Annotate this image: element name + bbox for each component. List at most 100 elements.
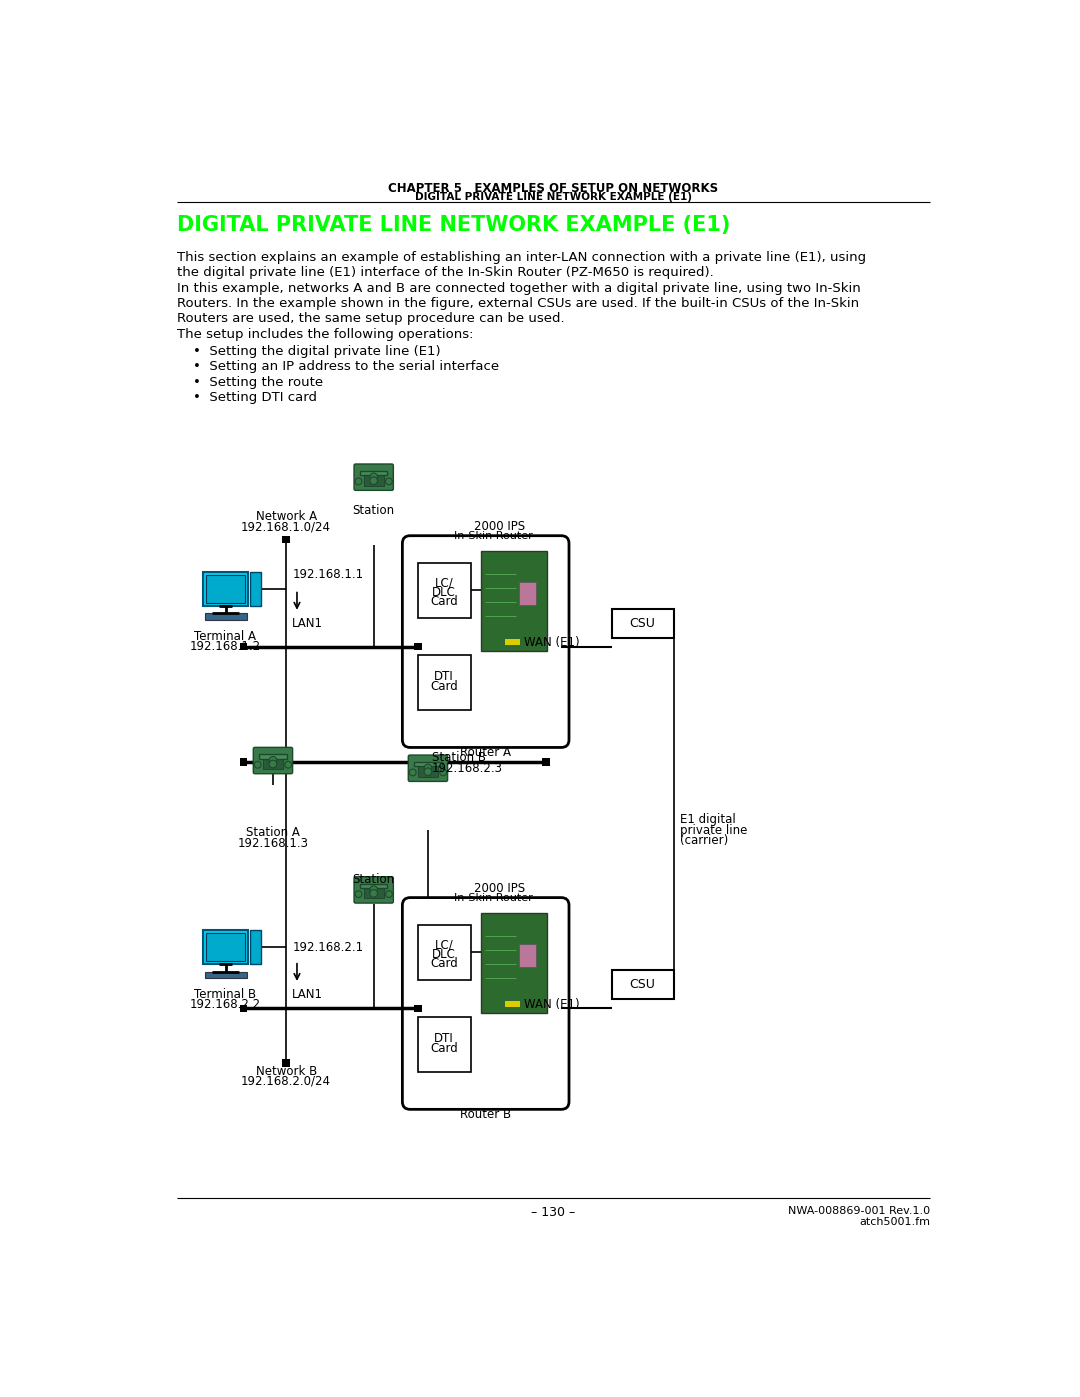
Text: In-Skin Router: In-Skin Router <box>454 531 532 541</box>
Text: LC/: LC/ <box>435 939 454 951</box>
Circle shape <box>269 757 276 764</box>
Circle shape <box>355 891 362 897</box>
Text: Network A: Network A <box>256 510 316 524</box>
Text: Card: Card <box>430 680 458 693</box>
Text: – 130 –: – 130 – <box>531 1206 576 1218</box>
Bar <box>240 643 247 651</box>
Text: 192.168.2.3: 192.168.2.3 <box>432 763 503 775</box>
Bar <box>206 933 245 961</box>
Text: Routers are used, the same setup procedure can be used.: Routers are used, the same setup procedu… <box>177 313 565 326</box>
Text: 192.168.2.2: 192.168.2.2 <box>189 999 260 1011</box>
Text: LAN1: LAN1 <box>293 617 323 630</box>
Text: Station: Station <box>353 504 395 517</box>
Text: •  Setting the digital private line (E1): • Setting the digital private line (E1) <box>193 345 441 358</box>
Text: CSU: CSU <box>630 978 656 990</box>
Circle shape <box>369 890 378 897</box>
Text: atch5001.fm: atch5001.fm <box>860 1217 930 1227</box>
Circle shape <box>440 768 446 775</box>
Text: Station B: Station B <box>432 752 486 764</box>
Text: Card: Card <box>430 957 458 970</box>
Text: NWA-008869-001 Rev.1.0: NWA-008869-001 Rev.1.0 <box>788 1206 930 1215</box>
Bar <box>418 766 437 777</box>
Bar <box>240 759 247 766</box>
Text: Terminal B: Terminal B <box>193 988 256 1000</box>
Circle shape <box>269 760 276 768</box>
Text: DTI: DTI <box>434 1032 454 1045</box>
Bar <box>418 655 471 711</box>
Text: Card: Card <box>430 1042 458 1055</box>
Text: LC/: LC/ <box>435 577 454 590</box>
Text: (carrier): (carrier) <box>679 834 728 848</box>
Circle shape <box>424 768 432 775</box>
Circle shape <box>355 478 362 485</box>
Bar <box>205 971 246 978</box>
Text: DIGITAL PRIVATE LINE NETWORK EXAMPLE (E1): DIGITAL PRIVATE LINE NETWORK EXAMPLE (E1… <box>415 191 692 201</box>
Bar <box>504 638 521 645</box>
Bar <box>251 571 261 606</box>
Bar <box>414 1004 422 1013</box>
Circle shape <box>386 891 392 897</box>
Text: 192.168.1.0/24: 192.168.1.0/24 <box>241 520 332 534</box>
Bar <box>542 759 550 766</box>
Circle shape <box>369 886 378 894</box>
Bar <box>415 763 442 767</box>
Text: Terminal A: Terminal A <box>194 630 256 643</box>
Bar <box>360 884 388 888</box>
Text: This section explains an example of establishing an inter-LAN connection with a : This section explains an example of esta… <box>177 251 866 264</box>
Bar <box>364 887 383 898</box>
Bar <box>240 1004 247 1013</box>
Text: •  Setting an IP address to the serial interface: • Setting an IP address to the serial in… <box>193 360 499 373</box>
Text: In this example, networks A and B are connected together with a digital private : In this example, networks A and B are co… <box>177 282 861 295</box>
Text: 192.168.2.0/24: 192.168.2.0/24 <box>241 1074 332 1088</box>
Circle shape <box>369 474 378 481</box>
Bar <box>206 576 245 602</box>
Bar <box>518 583 536 605</box>
Bar <box>418 1017 471 1073</box>
Text: Router A: Router A <box>460 746 511 759</box>
Bar <box>518 944 536 967</box>
Circle shape <box>285 761 292 768</box>
FancyBboxPatch shape <box>403 898 569 1109</box>
Text: The setup includes the following operations:: The setup includes the following operati… <box>177 328 473 341</box>
Text: Station: Station <box>353 873 395 886</box>
Text: DLC: DLC <box>432 585 456 599</box>
Circle shape <box>386 478 392 485</box>
Text: 192.168.2.1: 192.168.2.1 <box>293 942 364 954</box>
Bar <box>611 609 674 638</box>
FancyBboxPatch shape <box>254 747 293 774</box>
Text: •  Setting the route: • Setting the route <box>193 376 323 388</box>
Bar <box>418 563 471 617</box>
Bar <box>504 1000 521 1007</box>
Bar <box>264 759 283 768</box>
Text: In-Skin Router: In-Skin Router <box>454 893 532 902</box>
Bar <box>360 471 388 475</box>
Text: 192.168.1.1: 192.168.1.1 <box>293 569 364 581</box>
Bar <box>482 914 548 1013</box>
Text: 2000 IPS: 2000 IPS <box>474 882 525 895</box>
Bar <box>282 1059 291 1067</box>
Text: E1 digital: E1 digital <box>679 813 735 826</box>
Text: Network B: Network B <box>256 1065 316 1077</box>
Bar <box>482 550 548 651</box>
FancyBboxPatch shape <box>354 877 393 902</box>
Text: Routers. In the example shown in the figure, external CSUs are used. If the buil: Routers. In the example shown in the fig… <box>177 298 859 310</box>
Circle shape <box>409 768 416 775</box>
Text: Router B: Router B <box>460 1108 511 1120</box>
Bar <box>611 970 674 999</box>
Text: DTI: DTI <box>434 671 454 683</box>
Text: 192.168.1.2: 192.168.1.2 <box>189 640 260 654</box>
FancyBboxPatch shape <box>403 535 569 747</box>
Text: CHAPTER 5   EXAMPLES OF SETUP ON NETWORKS: CHAPTER 5 EXAMPLES OF SETUP ON NETWORKS <box>389 182 718 194</box>
Text: DLC: DLC <box>432 947 456 961</box>
Text: Card: Card <box>430 595 458 608</box>
Text: 192.168.1.3: 192.168.1.3 <box>238 837 309 849</box>
Bar <box>364 475 383 486</box>
Text: •  Setting DTI card: • Setting DTI card <box>193 391 318 404</box>
Text: LAN1: LAN1 <box>293 989 323 1002</box>
Bar <box>205 613 246 620</box>
Text: the digital private line (E1) interface of the In-Skin Router (PZ-M650 is requir: the digital private line (E1) interface … <box>177 267 714 279</box>
Circle shape <box>369 476 378 485</box>
Text: 2000 IPS: 2000 IPS <box>474 520 525 534</box>
Bar <box>203 571 248 606</box>
FancyBboxPatch shape <box>408 754 447 781</box>
